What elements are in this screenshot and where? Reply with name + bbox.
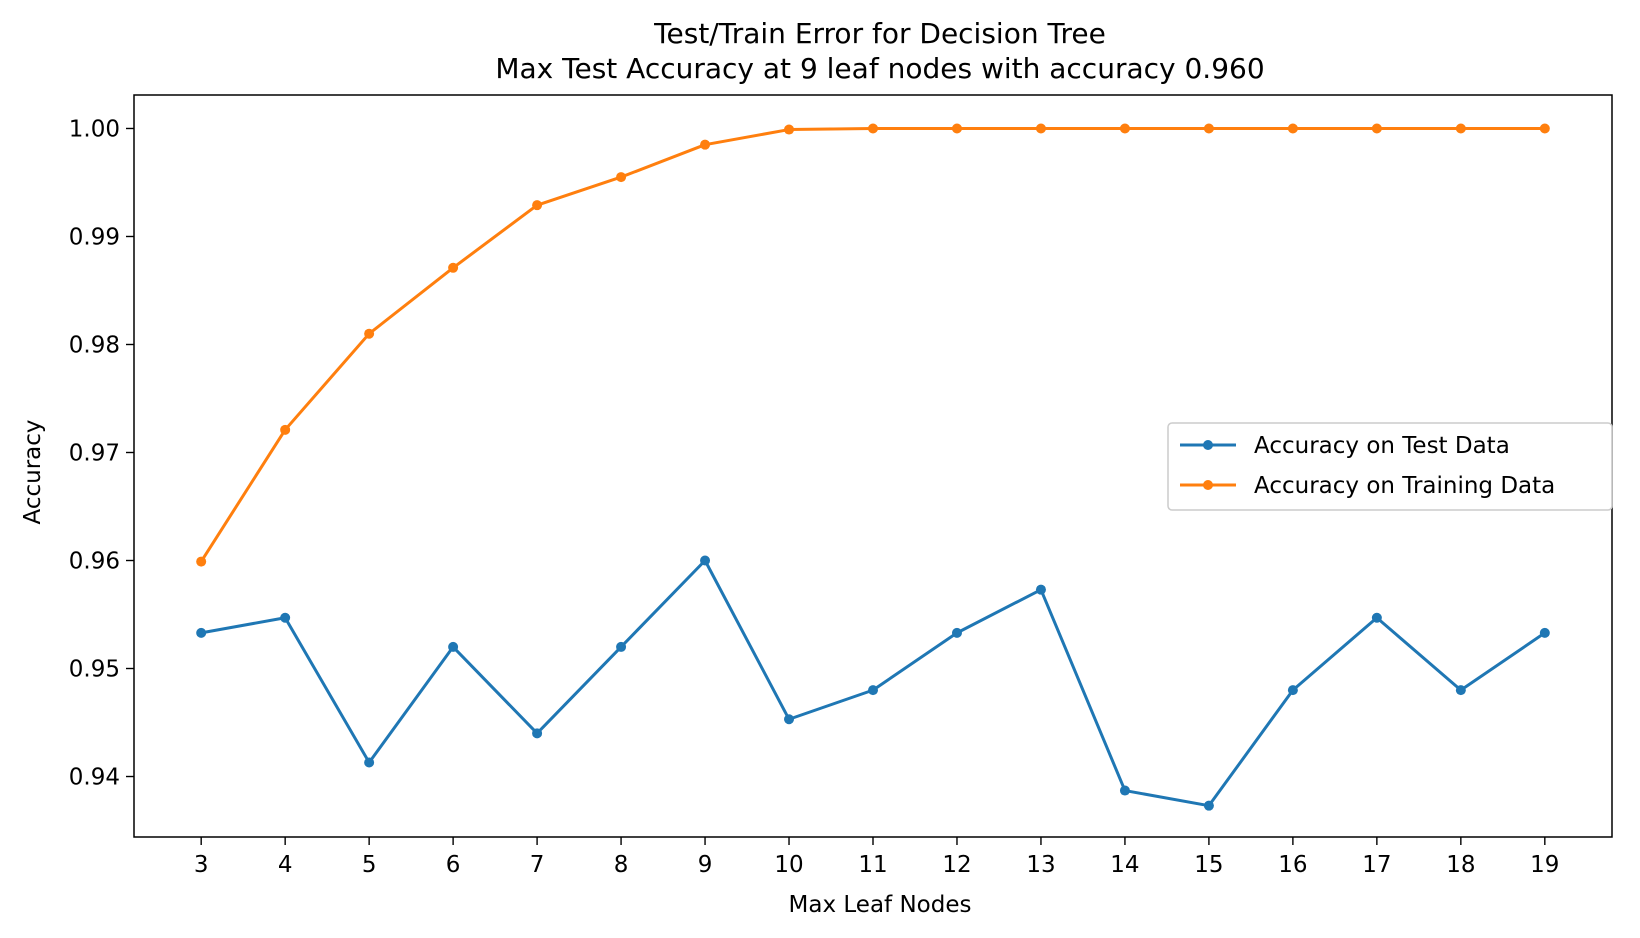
data-point-test [1371,612,1382,623]
chart-title: Test/Train Error for Decision Tree [653,17,1106,50]
data-point-training [448,262,459,273]
data-point-training [280,424,291,435]
y-tick-label: 0.95 [69,657,120,683]
legend-marker-training [1203,480,1213,490]
data-point-test [1203,800,1214,811]
data-point-training [1119,123,1130,134]
x-tick-label: 18 [1446,852,1475,878]
y-tick-label: 1.00 [69,116,120,142]
x-tick-label: 3 [194,852,209,878]
data-point-training [196,556,207,567]
data-point-test [1539,627,1550,638]
x-tick-label: 17 [1362,852,1391,878]
data-point-training [1203,123,1214,134]
x-tick-label: 6 [446,852,461,878]
legend-label-training: Accuracy on Training Data [1254,473,1555,499]
data-point-test [1287,685,1298,696]
plot-area: 3 4 5 6 7 8 9 10 11 12 13 14 15 16 17 18 19 0.94 0.95 0.96 0… [69,94,1613,878]
x-tick-label: 15 [1194,852,1223,878]
data-point-training [1035,123,1046,134]
x-tick-label: 13 [1026,852,1055,878]
y-tick-label: 0.94 [69,765,120,791]
data-point-training [784,124,795,135]
chart-subtitle: Max Test Accuracy at 9 leaf nodes with a… [495,52,1264,85]
data-point-training [1287,123,1298,134]
y-tick-label: 0.96 [69,549,120,575]
data-point-test [951,627,962,638]
x-axis-label: Max Leaf Nodes [789,892,972,918]
x-tick-label: 5 [362,852,377,878]
legend-box [1167,422,1613,511]
data-point-test [364,757,375,768]
data-point-training [616,172,627,183]
data-point-test [616,641,627,652]
data-point-training [1455,123,1466,134]
data-point-training [700,139,711,150]
x-tick-label: 11 [858,852,887,878]
data-point-training [951,123,962,134]
x-tick-label: 4 [278,852,293,878]
data-point-test [700,555,711,566]
y-axis-label: Accuracy [20,419,46,524]
data-point-test [1119,785,1130,796]
y-tick-label: 0.99 [69,224,120,250]
data-point-test [868,685,878,696]
legend-label-test: Accuracy on Test Data [1254,433,1510,459]
x-tick-label: 9 [698,852,713,878]
data-point-training [532,200,543,211]
data-point-test [280,612,291,623]
data-point-training [364,328,375,339]
data-point-test [196,627,207,638]
x-tick-label: 12 [942,852,971,878]
data-point-training [868,123,878,134]
data-point-test [1035,584,1046,595]
data-point-training [1371,123,1382,134]
x-tick-label: 16 [1278,852,1307,878]
legend-marker-test [1203,440,1213,450]
x-tick-label: 10 [774,852,803,878]
x-tick-label: 7 [530,852,545,878]
data-point-test [784,714,795,725]
y-tick-label: 0.97 [69,440,120,466]
y-tick-label: 0.98 [69,332,120,358]
data-point-test [448,641,459,652]
legend: Accuracy on Test Data Accuracy on Trainin… [1167,422,1613,511]
data-point-test [532,728,543,739]
x-tick-label: 14 [1110,852,1139,878]
data-point-training [1539,123,1550,134]
x-tick-label: 8 [614,852,629,878]
data-point-test [1455,685,1466,696]
x-tick-label: 19 [1530,852,1559,878]
